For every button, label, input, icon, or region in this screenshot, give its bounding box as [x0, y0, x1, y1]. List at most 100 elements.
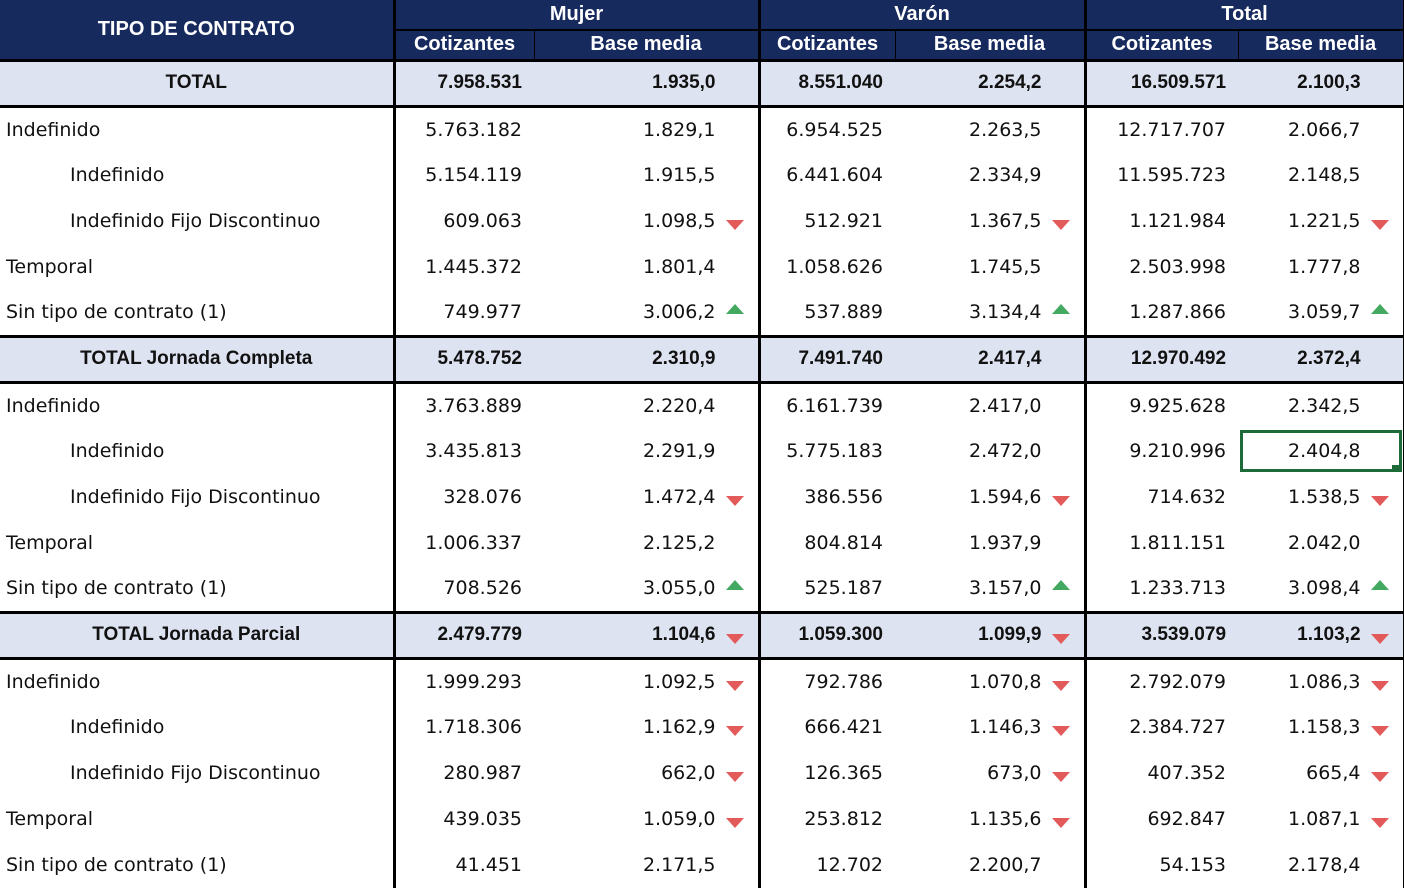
row-label[interactable]: Sin tipo de contrato (1) [0, 290, 396, 336]
cotizantes-cell[interactable]: 537.889 [759, 290, 895, 336]
row-label[interactable]: TOTAL Jornada Parcial [0, 610, 396, 660]
cotizantes-cell[interactable]: 1.059.300 [759, 610, 895, 660]
cotizantes-cell[interactable]: 714.632 [1085, 474, 1238, 520]
cotizantes-cell[interactable]: 5.763.182 [394, 106, 534, 152]
cotizantes-cell[interactable]: 5.775.183 [759, 428, 895, 474]
base-media-cell[interactable]: 1.070,8 [895, 658, 1087, 704]
cotizantes-cell[interactable]: 11.595.723 [1085, 152, 1238, 198]
cotizantes-cell[interactable]: 253.812 [759, 796, 895, 842]
row-label[interactable]: Indefinido [0, 658, 396, 704]
base-media-cell[interactable]: 1.158,3 [1238, 704, 1404, 750]
cotizantes-cell[interactable]: 2.792.079 [1085, 658, 1238, 704]
base-media-cell[interactable]: 1.745,5 [895, 244, 1087, 290]
row-label[interactable]: Indefinido [0, 106, 396, 152]
cotizantes-cell[interactable]: 5.478.752 [394, 334, 534, 384]
base-media-cell[interactable]: 2.404,8 [1238, 428, 1404, 474]
base-media-cell[interactable]: 2.042,0 [1238, 520, 1404, 566]
row-label[interactable]: Indefinido [0, 428, 396, 474]
cotizantes-cell[interactable]: 12.717.707 [1085, 106, 1238, 152]
row-label[interactable]: Temporal [0, 244, 396, 290]
base-media-cell[interactable]: 2.472,0 [895, 428, 1087, 474]
base-media-cell[interactable]: 1.538,5 [1238, 474, 1404, 520]
cotizantes-cell[interactable]: 41.451 [394, 842, 534, 888]
cotizantes-cell[interactable]: 2.384.727 [1085, 704, 1238, 750]
row-label[interactable]: Sin tipo de contrato (1) [0, 842, 396, 888]
base-media-cell[interactable]: 1.103,2 [1238, 610, 1404, 660]
base-media-cell[interactable]: 1.221,5 [1238, 198, 1404, 244]
base-media-cell[interactable]: 2.220,4 [534, 382, 761, 428]
base-media-cell[interactable]: 1.829,1 [534, 106, 761, 152]
base-media-cell[interactable]: 3.134,4 [895, 290, 1087, 336]
cotizantes-cell[interactable]: 1.999.293 [394, 658, 534, 704]
base-media-cell[interactable]: 2.148,5 [1238, 152, 1404, 198]
base-media-cell[interactable]: 1.092,5 [534, 658, 761, 704]
cotizantes-cell[interactable]: 1.058.626 [759, 244, 895, 290]
base-media-cell[interactable]: 3.098,4 [1238, 566, 1404, 612]
cotizantes-cell[interactable]: 328.076 [394, 474, 534, 520]
cotizantes-cell[interactable]: 8.551.040 [759, 58, 895, 108]
base-media-cell[interactable]: 1.098,5 [534, 198, 761, 244]
row-label[interactable]: Indefinido [0, 152, 396, 198]
base-media-cell[interactable]: 1.594,6 [895, 474, 1087, 520]
cotizantes-cell[interactable]: 1.445.372 [394, 244, 534, 290]
base-media-cell[interactable]: 2.171,5 [534, 842, 761, 888]
cotizantes-cell[interactable]: 5.154.119 [394, 152, 534, 198]
base-media-cell[interactable]: 3.006,2 [534, 290, 761, 336]
row-label[interactable]: TOTAL [0, 58, 396, 108]
base-media-cell[interactable]: 2.263,5 [895, 106, 1087, 152]
cotizantes-cell[interactable]: 407.352 [1085, 750, 1238, 796]
base-media-cell[interactable]: 1.777,8 [1238, 244, 1404, 290]
cotizantes-cell[interactable]: 692.847 [1085, 796, 1238, 842]
base-media-cell[interactable]: 2.372,4 [1238, 334, 1404, 384]
cotizantes-cell[interactable]: 708.526 [394, 566, 534, 612]
cotizantes-cell[interactable]: 2.479.779 [394, 610, 534, 660]
base-media-cell[interactable]: 1.087,1 [1238, 796, 1404, 842]
row-label[interactable]: Indefinido [0, 704, 396, 750]
base-media-cell[interactable]: 1.162,9 [534, 704, 761, 750]
row-label[interactable]: Indefinido [0, 382, 396, 428]
cotizantes-cell[interactable]: 1.718.306 [394, 704, 534, 750]
cotizantes-cell[interactable]: 439.035 [394, 796, 534, 842]
base-media-cell[interactable]: 2.178,4 [1238, 842, 1404, 888]
base-media-cell[interactable]: 2.100,3 [1238, 58, 1404, 108]
base-media-cell[interactable]: 2.342,5 [1238, 382, 1404, 428]
base-media-cell[interactable]: 2.200,7 [895, 842, 1087, 888]
cotizantes-cell[interactable]: 804.814 [759, 520, 895, 566]
row-label[interactable]: TOTAL Jornada Completa [0, 334, 396, 384]
cotizantes-cell[interactable]: 666.421 [759, 704, 895, 750]
row-label[interactable]: Indefinido Fijo Discontinuo [0, 750, 396, 796]
base-media-cell[interactable]: 1.472,4 [534, 474, 761, 520]
base-media-cell[interactable]: 665,4 [1238, 750, 1404, 796]
base-media-cell[interactable]: 2.066,7 [1238, 106, 1404, 152]
cotizantes-cell[interactable]: 9.210.996 [1085, 428, 1238, 474]
row-label[interactable]: Indefinido Fijo Discontinuo [0, 198, 396, 244]
base-media-cell[interactable]: 1.915,5 [534, 152, 761, 198]
base-media-cell[interactable]: 1.367,5 [895, 198, 1087, 244]
base-media-cell[interactable]: 1.135,6 [895, 796, 1087, 842]
cotizantes-cell[interactable]: 3.763.889 [394, 382, 534, 428]
base-media-cell[interactable]: 2.254,2 [895, 58, 1087, 108]
base-media-cell[interactable]: 3.157,0 [895, 566, 1087, 612]
cotizantes-cell[interactable]: 12.702 [759, 842, 895, 888]
cotizantes-cell[interactable]: 12.970.492 [1085, 334, 1239, 384]
cotizantes-cell[interactable]: 2.503.998 [1085, 244, 1238, 290]
base-media-cell[interactable]: 1.099,9 [895, 610, 1087, 660]
cotizantes-cell[interactable]: 6.441.604 [759, 152, 895, 198]
cotizantes-cell[interactable]: 9.925.628 [1085, 382, 1238, 428]
base-media-cell[interactable]: 1.146,3 [895, 704, 1087, 750]
base-media-cell[interactable]: 2.310,9 [534, 334, 761, 384]
base-media-cell[interactable]: 3.059,7 [1238, 290, 1404, 336]
cotizantes-cell[interactable]: 3.539.079 [1085, 610, 1239, 660]
cotizantes-cell[interactable]: 749.977 [394, 290, 534, 336]
cotizantes-cell[interactable]: 126.365 [759, 750, 895, 796]
row-label[interactable]: Temporal [0, 520, 396, 566]
base-media-cell[interactable]: 2.291,9 [534, 428, 761, 474]
base-media-cell[interactable]: 2.125,2 [534, 520, 761, 566]
base-media-cell[interactable]: 1.104,6 [534, 610, 761, 660]
row-label[interactable]: Indefinido Fijo Discontinuo [0, 474, 396, 520]
base-media-cell[interactable]: 2.417,0 [895, 382, 1087, 428]
cotizantes-cell[interactable]: 16.509.571 [1085, 58, 1239, 108]
cotizantes-cell[interactable]: 386.556 [759, 474, 895, 520]
cotizantes-cell[interactable]: 1.287.866 [1085, 290, 1238, 336]
cotizantes-cell[interactable]: 280.987 [394, 750, 534, 796]
